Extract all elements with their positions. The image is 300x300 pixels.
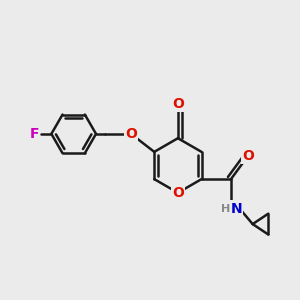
Text: F: F bbox=[30, 127, 39, 141]
Text: O: O bbox=[242, 149, 254, 163]
Text: O: O bbox=[125, 127, 137, 141]
Text: H: H bbox=[221, 204, 230, 214]
Text: N: N bbox=[231, 202, 242, 216]
Text: O: O bbox=[172, 97, 184, 111]
Text: O: O bbox=[172, 186, 184, 200]
